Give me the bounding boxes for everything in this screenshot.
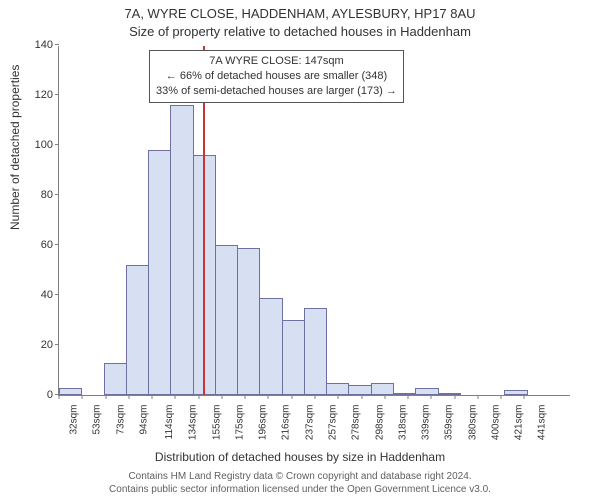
x-tick-label: 441sqm — [537, 405, 548, 441]
x-tick-label: 155sqm — [211, 405, 222, 441]
histogram-bar — [415, 388, 438, 396]
y-tick-label: 20 — [25, 339, 53, 351]
x-tick-mark — [175, 395, 176, 399]
annotation-box: 7A WYRE CLOSE: 147sqm ← 66% of detached … — [149, 50, 404, 103]
x-tick-mark — [152, 395, 153, 399]
credits: Contains HM Land Registry data © Crown c… — [0, 471, 600, 496]
histogram-bar — [126, 265, 149, 395]
y-tick-label: 60 — [25, 239, 53, 251]
x-tick-mark — [361, 395, 362, 399]
y-tick-mark — [55, 294, 59, 295]
chart-container: 7A, WYRE CLOSE, HADDENHAM, AYLESBURY, HP… — [0, 0, 600, 500]
histogram-bar — [237, 248, 260, 396]
x-tick-mark — [245, 395, 246, 399]
histogram-bar — [59, 388, 82, 396]
x-tick-label: 216sqm — [281, 405, 292, 441]
x-tick-label: 380sqm — [467, 405, 478, 441]
x-tick-label: 134sqm — [188, 405, 199, 441]
x-tick-mark — [105, 395, 106, 399]
chart-subtitle: Size of property relative to detached ho… — [0, 24, 600, 39]
x-tick-mark — [268, 395, 269, 399]
histogram-bar — [170, 105, 193, 395]
histogram-bar — [282, 320, 305, 395]
x-tick-label: 114sqm — [164, 405, 175, 440]
x-tick-label: 196sqm — [257, 405, 268, 441]
histogram-bar — [304, 308, 327, 396]
y-tick-label: 140 — [25, 39, 53, 51]
x-tick-mark — [501, 395, 502, 399]
y-tick-mark — [55, 44, 59, 45]
x-tick-mark — [128, 395, 129, 399]
histogram-bar — [215, 245, 238, 395]
histogram-bar — [148, 150, 171, 395]
histogram-bar — [104, 363, 127, 396]
y-tick-label: 40 — [25, 289, 53, 301]
annotation-line-3: 33% of semi-detached houses are larger (… — [156, 84, 397, 99]
y-tick-mark — [55, 344, 59, 345]
x-axis-label: Distribution of detached houses by size … — [0, 450, 600, 464]
y-tick-mark — [55, 144, 59, 145]
x-tick-mark — [524, 395, 525, 399]
x-tick-mark — [384, 395, 385, 399]
histogram-bar — [348, 385, 371, 395]
x-tick-label: 278sqm — [351, 405, 362, 441]
x-tick-mark — [454, 395, 455, 399]
histogram-bar — [371, 383, 394, 396]
y-axis-label: Number of detached properties — [8, 65, 22, 230]
x-tick-mark — [59, 395, 60, 399]
histogram-bar — [393, 393, 416, 396]
histogram-bar — [259, 298, 282, 396]
x-tick-label: 94sqm — [138, 405, 149, 435]
x-tick-label: 359sqm — [444, 405, 455, 441]
x-tick-label: 237sqm — [304, 405, 315, 441]
x-tick-label: 339sqm — [420, 405, 431, 441]
x-tick-mark — [82, 395, 83, 399]
y-tick-mark — [55, 194, 59, 195]
annotation-line-1: 7A WYRE CLOSE: 147sqm — [156, 54, 397, 69]
y-tick-label: 100 — [25, 139, 53, 151]
x-tick-label: 32sqm — [69, 405, 80, 435]
histogram-bar — [326, 383, 349, 396]
x-tick-label: 257sqm — [327, 405, 338, 441]
x-tick-mark — [221, 395, 222, 399]
x-tick-mark — [338, 395, 339, 399]
x-tick-label: 298sqm — [374, 405, 385, 441]
plot-area: 020406080100120140 32sqm53sqm73sqm94sqm1… — [58, 46, 570, 396]
x-tick-mark — [431, 395, 432, 399]
annotation-line-2: ← 66% of detached houses are smaller (34… — [156, 69, 397, 84]
x-tick-label: 73sqm — [115, 405, 126, 435]
x-tick-mark — [315, 395, 316, 399]
x-tick-label: 400sqm — [490, 405, 501, 441]
x-tick-mark — [291, 395, 292, 399]
x-tick-label: 175sqm — [234, 405, 245, 441]
y-tick-label: 80 — [25, 189, 53, 201]
histogram-bar — [438, 393, 461, 396]
credits-line-1: Contains HM Land Registry data © Crown c… — [0, 471, 600, 484]
chart-title: 7A, WYRE CLOSE, HADDENHAM, AYLESBURY, HP… — [0, 6, 600, 21]
x-tick-mark — [408, 395, 409, 399]
x-tick-label: 421sqm — [513, 405, 524, 441]
credits-line-2: Contains public sector information licen… — [0, 484, 600, 497]
y-tick-label: 120 — [25, 89, 53, 101]
y-tick-label: 0 — [25, 389, 53, 401]
x-tick-label: 318sqm — [397, 405, 408, 441]
x-tick-label: 53sqm — [92, 405, 103, 435]
x-tick-mark — [477, 395, 478, 399]
y-tick-mark — [55, 94, 59, 95]
x-tick-mark — [198, 395, 199, 399]
y-tick-mark — [55, 244, 59, 245]
